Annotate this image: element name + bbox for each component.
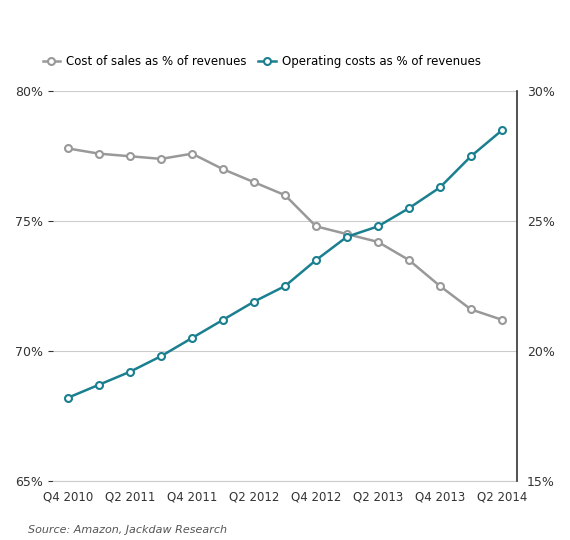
Text: Source: Amazon, Jackdaw Research: Source: Amazon, Jackdaw Research — [28, 524, 227, 535]
Legend: Cost of sales as % of revenues, Operating costs as % of revenues: Cost of sales as % of revenues, Operatin… — [38, 51, 486, 73]
